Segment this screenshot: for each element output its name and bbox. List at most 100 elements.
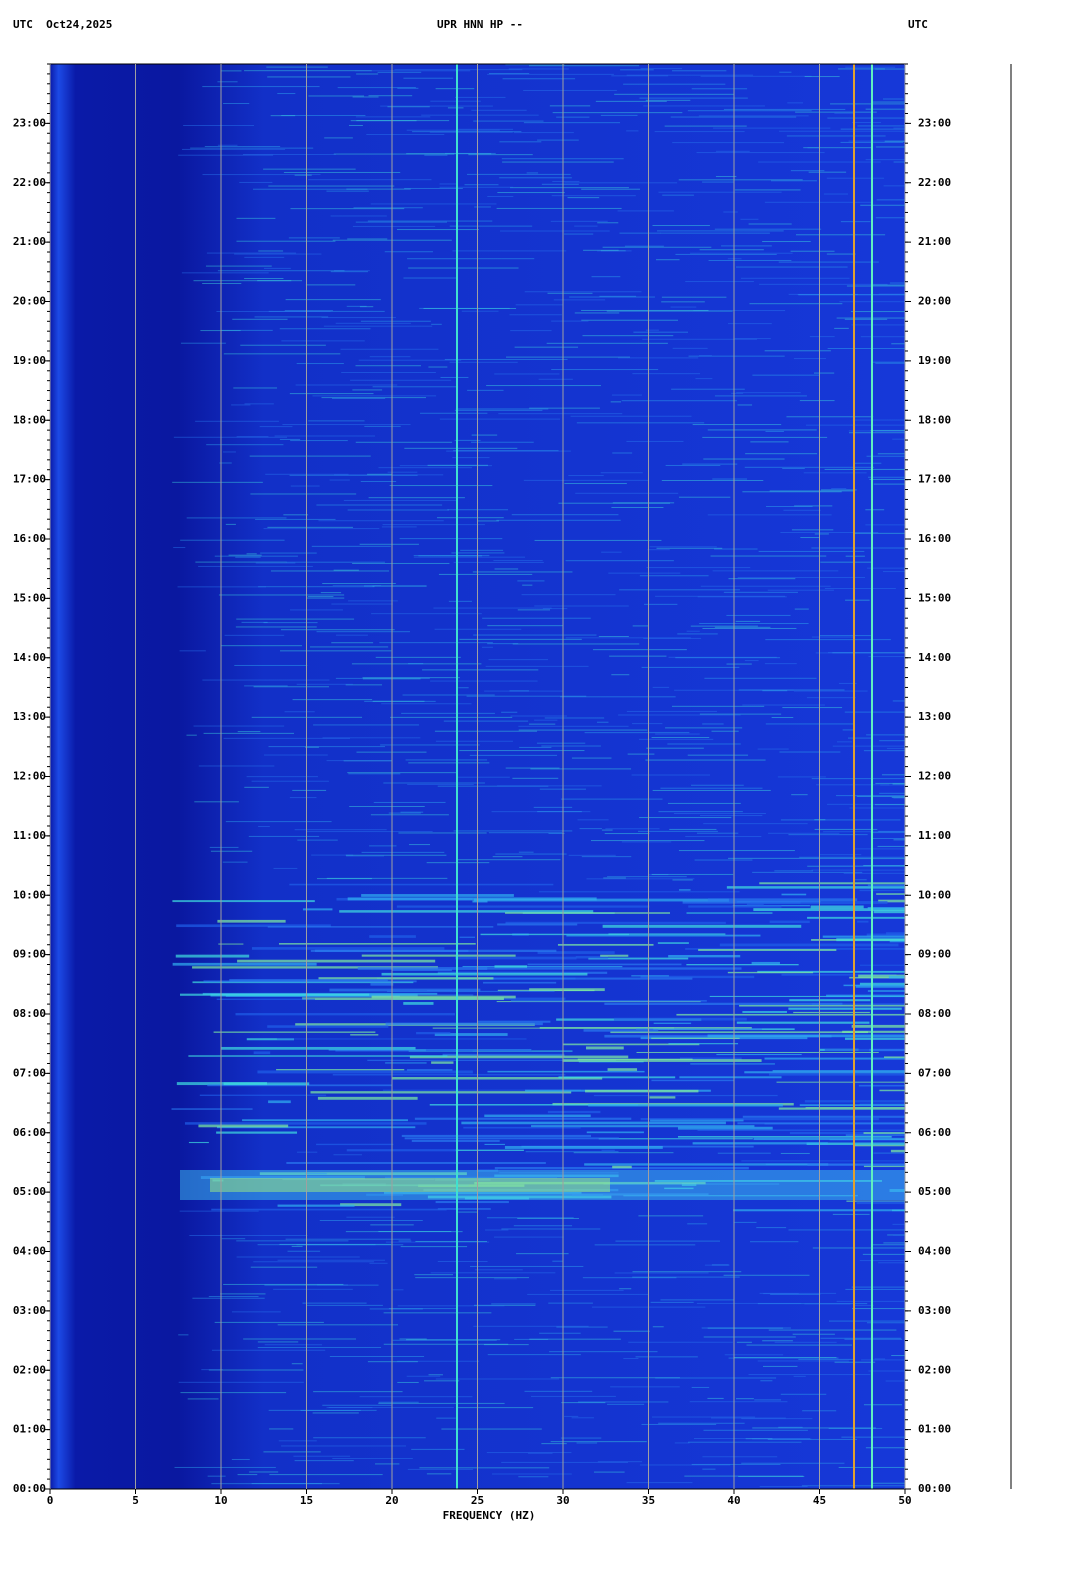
texture-streak bbox=[748, 1374, 871, 1376]
texture-streak bbox=[641, 1423, 717, 1425]
texture-streak bbox=[456, 776, 510, 778]
texture-streak bbox=[792, 1333, 835, 1335]
texture-streak bbox=[702, 181, 735, 183]
texture-streak bbox=[206, 444, 284, 446]
texture-streak bbox=[537, 951, 615, 954]
texture-streak bbox=[494, 1278, 517, 1280]
y-tick-label: 09:00 bbox=[13, 948, 46, 961]
texture-streak bbox=[736, 392, 801, 394]
y-tick-label: 19:00 bbox=[13, 354, 46, 367]
texture-streak bbox=[463, 1126, 581, 1129]
texture-streak bbox=[435, 88, 475, 90]
texture-streak bbox=[351, 663, 482, 665]
texture-streak bbox=[558, 1076, 676, 1079]
texture-streak bbox=[632, 625, 649, 627]
texture-streak bbox=[497, 923, 578, 926]
texture-streak bbox=[541, 745, 601, 747]
texture-streak bbox=[326, 1407, 373, 1409]
texture-streak bbox=[544, 717, 605, 719]
texture-streak bbox=[523, 479, 649, 481]
texture-streak bbox=[819, 635, 871, 637]
texture-streak bbox=[453, 830, 573, 832]
texture-streak bbox=[347, 509, 449, 511]
texture-streak bbox=[505, 912, 670, 914]
texture-streak bbox=[359, 543, 419, 545]
texture-streak bbox=[621, 841, 672, 843]
texture-streak bbox=[737, 577, 866, 579]
texture-streak bbox=[600, 114, 638, 116]
texture-streak bbox=[560, 696, 676, 698]
y-tick-label-right: 09:00 bbox=[918, 948, 951, 961]
texture-streak bbox=[316, 631, 410, 633]
texture-streak bbox=[891, 796, 905, 798]
texture-streak bbox=[600, 250, 626, 252]
texture-streak bbox=[475, 1269, 523, 1271]
texture-streak bbox=[655, 259, 680, 261]
header-right: UTC bbox=[908, 18, 928, 31]
texture-streak bbox=[707, 429, 817, 431]
texture-streak bbox=[697, 596, 787, 598]
texture-streak bbox=[289, 393, 374, 395]
texture-streak bbox=[326, 190, 369, 192]
texture-streak bbox=[736, 266, 848, 268]
texture-streak bbox=[347, 897, 597, 901]
texture-streak bbox=[308, 95, 365, 97]
y-tick-label: 05:00 bbox=[13, 1185, 46, 1198]
texture-streak bbox=[757, 1360, 849, 1362]
texture-streak bbox=[527, 1293, 649, 1295]
texture-streak bbox=[658, 191, 782, 193]
texture-streak bbox=[606, 310, 733, 312]
texture-streak bbox=[487, 625, 563, 627]
texture-streak bbox=[702, 436, 828, 438]
texture-streak bbox=[477, 1020, 551, 1023]
texture-streak bbox=[702, 723, 724, 725]
texture-streak bbox=[711, 1264, 729, 1266]
texture-streak bbox=[878, 830, 905, 832]
texture-streak bbox=[199, 1094, 327, 1096]
texture-streak bbox=[845, 1288, 905, 1290]
texture-streak bbox=[333, 569, 359, 571]
texture-streak bbox=[610, 1386, 680, 1388]
texture-streak bbox=[436, 1417, 456, 1419]
texture-streak bbox=[308, 179, 432, 181]
texture-streak bbox=[851, 1308, 905, 1310]
texture-streak bbox=[893, 797, 905, 799]
texture-streak bbox=[302, 908, 333, 911]
texture-streak bbox=[882, 571, 905, 573]
texture-streak bbox=[779, 751, 841, 753]
texture-streak bbox=[419, 1467, 550, 1469]
texture-streak bbox=[190, 147, 314, 149]
texture-streak bbox=[836, 795, 905, 797]
texture-streak bbox=[759, 283, 888, 285]
texture-streak bbox=[211, 1349, 326, 1351]
texture-streak bbox=[289, 797, 317, 799]
texture-streak bbox=[674, 1442, 690, 1444]
texture-streak bbox=[607, 876, 687, 878]
texture-streak bbox=[632, 373, 701, 375]
texture-streak bbox=[806, 1142, 905, 1145]
texture-streak bbox=[453, 561, 544, 563]
texture-streak bbox=[340, 1203, 402, 1207]
texture-streak bbox=[737, 901, 821, 903]
texture-streak bbox=[689, 1401, 788, 1403]
y-tick-label-right: 20:00 bbox=[918, 295, 951, 308]
texture-streak bbox=[698, 115, 809, 117]
texture-streak bbox=[771, 717, 794, 719]
texture-streak bbox=[863, 865, 905, 867]
texture-streak bbox=[631, 774, 711, 776]
texture-streak bbox=[172, 962, 317, 966]
texture-streak bbox=[697, 1129, 905, 1132]
texture-streak bbox=[877, 453, 905, 455]
texture-streak bbox=[778, 1107, 905, 1110]
texture-streak bbox=[612, 1165, 632, 1169]
texture-streak bbox=[328, 1406, 454, 1408]
texture-streak bbox=[643, 105, 765, 107]
y-tick-label-right: 21:00 bbox=[918, 235, 951, 248]
texture-streak bbox=[437, 1208, 491, 1210]
texture-streak bbox=[699, 249, 764, 251]
texture-streak bbox=[565, 560, 674, 562]
x-tick-label: 20 bbox=[385, 1494, 398, 1507]
texture-streak bbox=[257, 1347, 382, 1349]
texture-streak bbox=[626, 710, 717, 712]
texture-streak bbox=[510, 330, 552, 332]
